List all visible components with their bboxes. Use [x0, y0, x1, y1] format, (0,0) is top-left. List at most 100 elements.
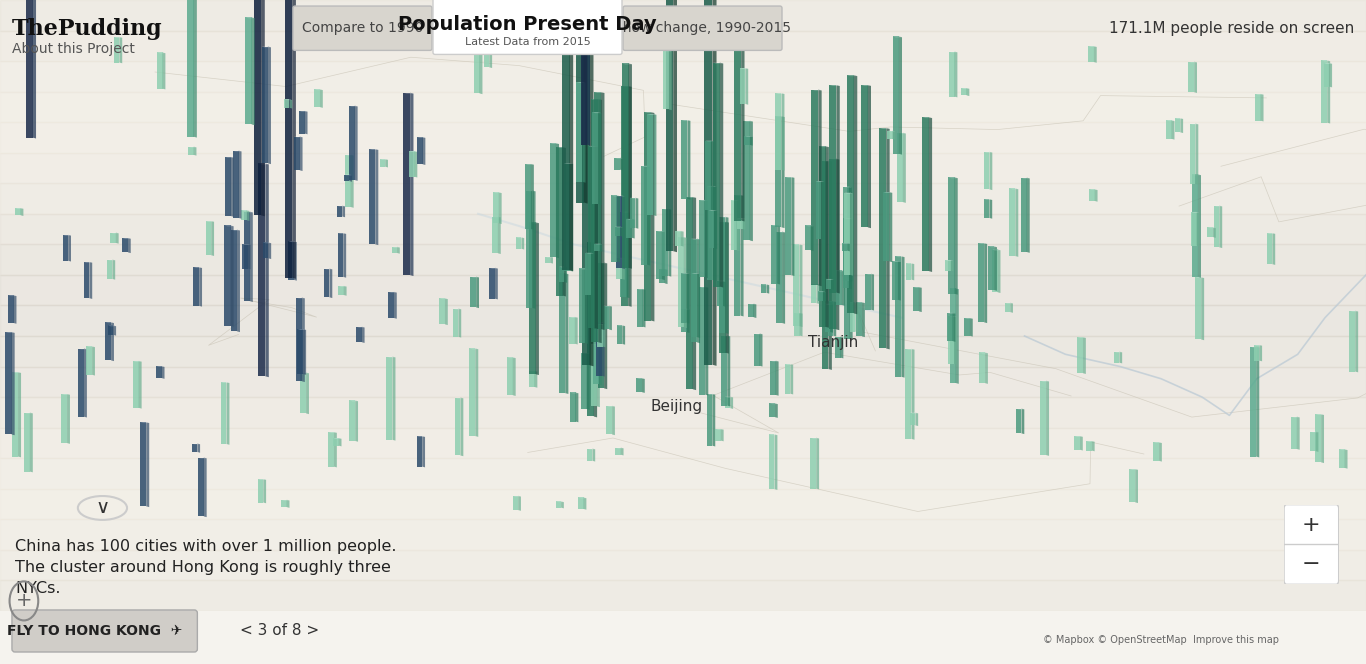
Polygon shape [693, 197, 697, 390]
Polygon shape [899, 37, 902, 155]
Polygon shape [197, 444, 199, 453]
Bar [0, 519, 1366, 550]
Text: +: + [1302, 515, 1321, 535]
Polygon shape [559, 266, 567, 268]
Polygon shape [242, 210, 250, 211]
Polygon shape [892, 261, 900, 262]
Polygon shape [1153, 442, 1158, 461]
Polygon shape [440, 298, 448, 299]
Polygon shape [299, 111, 307, 112]
Polygon shape [1350, 311, 1355, 372]
Polygon shape [911, 349, 914, 440]
Polygon shape [189, 147, 194, 155]
Polygon shape [594, 244, 600, 251]
Polygon shape [1324, 63, 1332, 64]
Polygon shape [350, 175, 352, 182]
Polygon shape [668, 208, 671, 277]
Polygon shape [906, 349, 911, 439]
Polygon shape [1191, 175, 1198, 277]
Polygon shape [586, 353, 590, 410]
Polygon shape [637, 378, 645, 379]
Polygon shape [497, 216, 501, 254]
Polygon shape [709, 210, 717, 211]
Polygon shape [107, 260, 112, 279]
Polygon shape [598, 99, 602, 343]
Polygon shape [642, 378, 645, 393]
Polygon shape [258, 479, 264, 503]
Polygon shape [452, 309, 459, 337]
Polygon shape [828, 161, 832, 370]
Polygon shape [337, 206, 346, 207]
Polygon shape [984, 199, 992, 200]
Polygon shape [594, 146, 598, 329]
Bar [0, 305, 1366, 336]
Polygon shape [818, 291, 824, 301]
Polygon shape [119, 37, 122, 63]
Bar [0, 153, 1366, 183]
Polygon shape [612, 406, 615, 435]
Polygon shape [821, 181, 825, 240]
Polygon shape [919, 287, 922, 312]
Polygon shape [403, 93, 410, 275]
Polygon shape [799, 244, 802, 327]
Polygon shape [626, 219, 632, 238]
Polygon shape [111, 232, 119, 233]
Polygon shape [1158, 442, 1162, 461]
Polygon shape [596, 322, 602, 376]
Polygon shape [575, 392, 578, 422]
Polygon shape [721, 429, 724, 442]
Polygon shape [570, 392, 575, 422]
Polygon shape [684, 237, 687, 328]
Polygon shape [620, 448, 623, 456]
Polygon shape [1195, 278, 1201, 339]
Polygon shape [716, 429, 721, 441]
Text: 171.1M people reside on screen: 171.1M people reside on screen [1109, 21, 1354, 36]
Polygon shape [351, 155, 354, 208]
Bar [0, 183, 1366, 214]
Polygon shape [460, 398, 463, 456]
Polygon shape [591, 344, 600, 345]
Polygon shape [1266, 233, 1272, 264]
Polygon shape [682, 120, 690, 121]
Polygon shape [369, 149, 378, 150]
Polygon shape [556, 143, 559, 258]
Polygon shape [512, 496, 518, 510]
Polygon shape [691, 238, 699, 240]
Polygon shape [970, 318, 973, 337]
Polygon shape [5, 332, 11, 434]
Polygon shape [1321, 414, 1324, 463]
Polygon shape [616, 195, 624, 197]
Polygon shape [600, 244, 602, 252]
Polygon shape [12, 372, 20, 373]
Polygon shape [616, 325, 626, 326]
Polygon shape [660, 269, 668, 270]
Polygon shape [25, 412, 30, 471]
Polygon shape [8, 295, 14, 323]
Polygon shape [585, 268, 587, 344]
Polygon shape [699, 287, 709, 288]
Polygon shape [781, 116, 784, 228]
Polygon shape [26, 0, 33, 137]
Polygon shape [776, 93, 781, 170]
Polygon shape [759, 333, 762, 367]
Polygon shape [242, 244, 250, 245]
Polygon shape [593, 112, 601, 113]
Polygon shape [847, 75, 854, 313]
Polygon shape [835, 337, 840, 358]
Polygon shape [5, 332, 15, 333]
Polygon shape [236, 230, 240, 332]
Polygon shape [769, 434, 775, 489]
Polygon shape [824, 291, 826, 301]
Polygon shape [985, 353, 988, 384]
Polygon shape [561, 501, 564, 509]
Polygon shape [720, 62, 723, 288]
Polygon shape [597, 344, 600, 407]
Polygon shape [847, 75, 858, 76]
FancyBboxPatch shape [292, 6, 432, 50]
Polygon shape [83, 262, 93, 263]
Polygon shape [1254, 345, 1262, 346]
Polygon shape [258, 479, 266, 480]
Polygon shape [296, 297, 302, 381]
Polygon shape [656, 231, 665, 232]
Polygon shape [350, 400, 358, 401]
